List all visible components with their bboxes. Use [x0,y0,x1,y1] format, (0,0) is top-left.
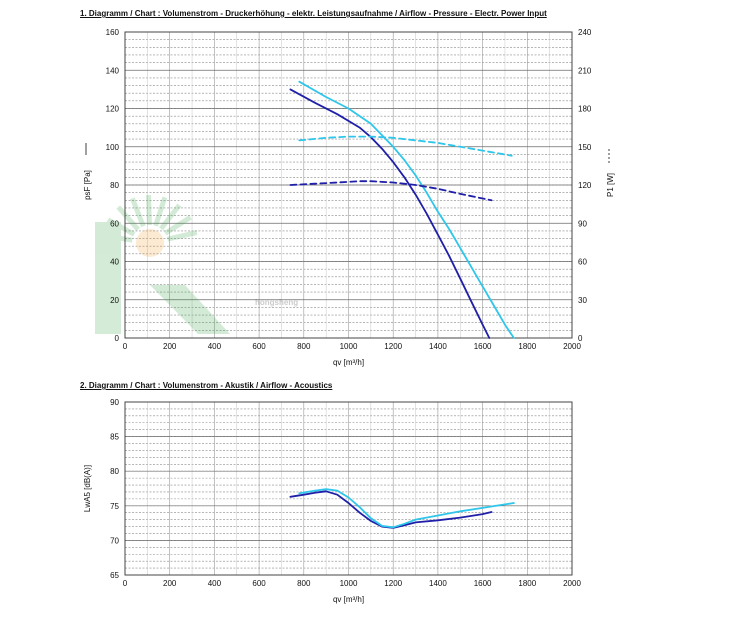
grid [124,31,573,339]
y-tick-label: 100 [106,143,120,152]
x-tick-label: 1600 [474,579,492,588]
y-tick-label: 0 [115,334,120,343]
x-tick-label: 1800 [518,342,536,351]
x-tick-label: 200 [163,579,177,588]
x-axis-label: qv [m³/h] [333,358,364,367]
x-tick-label: 800 [297,342,311,351]
y-tick-label: 60 [110,219,119,228]
x-tick-label: 200 [163,342,177,351]
x-axis-label: qv [m³/h] [333,595,364,604]
y-tick-label: 20 [110,296,119,305]
watermark-logo: hongsheng [95,194,298,334]
chart1-title: 1. Diagramm / Chart : Volumenstrom - Dru… [80,9,547,18]
y-tick-label: 40 [110,258,119,267]
chart-2: 0 200 400 600 800 1000 1200 1400 1600 1800 2000 65 7… [83,398,581,604]
y-tick-label: 90 [110,398,119,407]
x-tick-label: 600 [252,342,266,351]
x-tick-label: 2000 [563,579,581,588]
x-tick-label: 400 [208,579,222,588]
grid [124,401,573,576]
plot-frame [124,31,573,339]
y-tick-label: 160 [106,28,120,37]
x-tick-label: 1200 [384,342,402,351]
y-axis-label: psF [Pa] [83,170,92,200]
y-tick-label: 65 [110,571,119,580]
y2-tick-label: 210 [578,66,592,75]
watermark-text: hongsheng [255,298,298,307]
x-tick-label: 1000 [340,342,358,351]
plot-frame [124,401,573,576]
y2-tick-label: 60 [578,258,587,267]
y-tick-label: 70 [110,536,119,545]
y2-tick-label: 120 [578,181,592,190]
series-line-2 [298,488,515,529]
x-tick-label: 1200 [384,579,402,588]
x-tick-label: 1400 [429,579,447,588]
y-tick-label: 75 [110,502,119,511]
y-axis-label: LwA5 [dB(A)] [83,465,92,512]
y2-tick-label: 240 [578,28,592,37]
x-tick-label: 1000 [340,579,358,588]
series-line-4 [289,180,493,202]
chart2-title: 2. Diagramm / Chart : Volumenstrom - Aku… [80,381,333,390]
x-tick-label: 400 [208,342,222,351]
x-tick-label: 1600 [474,342,492,351]
y2-axis-label: P1 [W] [606,173,615,197]
y2-tick-label: 0 [578,334,583,343]
series-line-3 [298,135,513,157]
y2-tick-label: 180 [578,105,592,114]
series-line-2 [298,80,515,339]
x-tick-label: 2000 [563,342,581,351]
y-tick-label: 120 [106,105,120,114]
y2-tick-label: 30 [578,296,587,305]
y-tick-label: 85 [110,433,119,442]
x-tick-label: 0 [123,579,128,588]
x-tick-label: 0 [123,342,128,351]
y2-tick-label: 150 [578,143,592,152]
y-tick-label: 80 [110,181,119,190]
x-tick-label: 800 [297,579,311,588]
x-tick-label: 600 [252,579,266,588]
y2-tick-label: 90 [578,219,587,228]
x-tick-label: 1800 [518,579,536,588]
y-tick-label: 80 [110,467,119,476]
y-tick-label: 140 [106,66,120,75]
series-line-1 [289,88,491,339]
x-tick-label: 1400 [429,342,447,351]
series-line-1 [289,490,493,529]
